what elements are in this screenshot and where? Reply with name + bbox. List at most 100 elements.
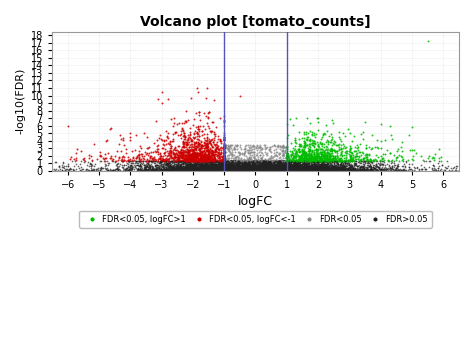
Point: [306, 165, 314, 171]
Point: [347, 167, 355, 173]
Point: [312, 156, 319, 161]
Point: [270, 164, 278, 170]
Point: [262, 158, 269, 164]
Point: [395, 168, 402, 173]
Point: [193, 130, 201, 136]
Point: [179, 163, 186, 168]
Point: [230, 164, 237, 170]
Point: [235, 166, 242, 172]
Point: [161, 167, 168, 173]
Point: [290, 165, 298, 171]
Point: [188, 148, 196, 154]
Point: [307, 168, 315, 173]
Point: [360, 166, 367, 171]
Point: [217, 163, 224, 169]
Point: [298, 168, 305, 173]
Point: [146, 165, 153, 170]
Point: [242, 164, 249, 169]
Point: [343, 165, 350, 171]
Point: [245, 144, 252, 149]
Point: [235, 163, 242, 168]
Point: [179, 168, 187, 173]
Point: [85, 168, 93, 173]
Point: [319, 157, 326, 162]
Point: [209, 147, 216, 153]
Point: [236, 167, 244, 172]
Point: [243, 167, 250, 173]
Point: [291, 162, 298, 167]
Point: [271, 153, 278, 158]
Point: [164, 165, 172, 170]
Point: [216, 155, 223, 160]
Point: [180, 165, 188, 170]
Point: [145, 168, 152, 173]
Point: [350, 158, 358, 164]
Point: [329, 166, 337, 171]
Point: [238, 160, 246, 166]
Point: [286, 164, 294, 170]
Point: [289, 166, 296, 171]
Point: [212, 165, 220, 171]
Point: [288, 161, 295, 167]
Point: [218, 167, 225, 172]
Point: [235, 168, 243, 173]
Point: [189, 163, 197, 169]
Point: [248, 167, 256, 173]
Point: [173, 158, 180, 164]
Point: [219, 166, 227, 172]
Point: [204, 165, 212, 170]
Point: [194, 167, 202, 173]
Point: [285, 167, 293, 172]
Point: [180, 128, 187, 134]
Point: [182, 167, 189, 173]
Point: [289, 164, 296, 169]
Point: [135, 148, 143, 154]
Point: [209, 166, 217, 171]
Point: [187, 164, 194, 170]
Point: [186, 131, 194, 137]
Point: [335, 163, 343, 169]
Point: [221, 165, 229, 170]
Point: [318, 163, 325, 169]
Point: [344, 158, 351, 163]
Point: [254, 166, 261, 171]
Point: [291, 151, 299, 156]
Point: [241, 164, 248, 170]
Point: [248, 165, 256, 170]
Point: [235, 165, 242, 171]
Point: [181, 165, 189, 170]
Point: [387, 166, 395, 171]
Point: [255, 166, 262, 172]
Point: [323, 154, 331, 159]
Point: [179, 142, 186, 147]
Point: [152, 157, 159, 162]
Point: [184, 168, 191, 173]
Point: [186, 167, 194, 172]
Point: [218, 167, 226, 173]
Point: [216, 158, 224, 164]
Point: [188, 152, 196, 157]
Point: [253, 167, 260, 173]
Point: [80, 166, 87, 171]
Point: [310, 167, 317, 172]
Point: [104, 150, 112, 156]
Point: [212, 167, 219, 173]
Point: [290, 158, 297, 164]
Point: [303, 155, 310, 161]
Point: [217, 161, 224, 167]
Point: [327, 167, 334, 172]
Point: [127, 166, 134, 172]
Point: [247, 154, 255, 159]
Point: [300, 165, 307, 170]
Point: [319, 155, 327, 160]
Point: [269, 167, 276, 172]
Point: [275, 158, 283, 164]
Point: [153, 158, 160, 164]
Point: [155, 160, 163, 166]
Point: [309, 168, 317, 173]
Point: [200, 166, 208, 171]
Point: [349, 166, 356, 171]
Point: [308, 167, 315, 172]
Point: [243, 164, 251, 170]
Point: [207, 165, 214, 171]
